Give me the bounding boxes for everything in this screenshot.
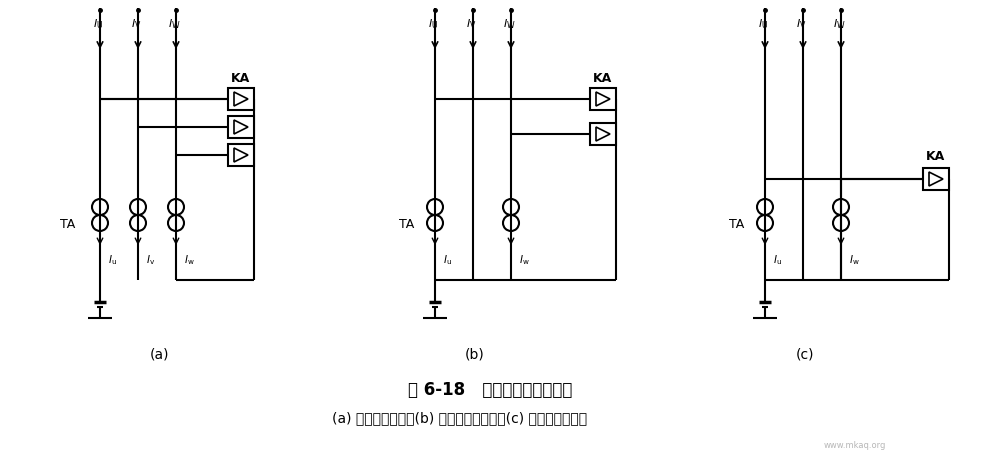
- Text: www.mkaq.org: www.mkaq.org: [823, 441, 886, 450]
- Text: $\it{I}$$_{\rm u}$: $\it{I}$$_{\rm u}$: [108, 253, 117, 267]
- Text: (a): (a): [150, 348, 169, 362]
- Text: $\it{I}$$_{\rm u}$: $\it{I}$$_{\rm u}$: [773, 253, 782, 267]
- Text: $\it{I}$$_{\rm w}$: $\it{I}$$_{\rm w}$: [848, 253, 859, 267]
- Text: $\it{I}$$_{\rm V}$: $\it{I}$$_{\rm V}$: [795, 17, 806, 31]
- Bar: [227, 88, 254, 110]
- Bar: [227, 116, 254, 138]
- Text: (c): (c): [795, 348, 814, 362]
- Text: KA: KA: [231, 71, 250, 84]
- Text: $\it{I}$$_{\rm U}$: $\it{I}$$_{\rm U}$: [428, 17, 438, 31]
- Text: TA: TA: [60, 218, 75, 231]
- Text: 图 6-18   电流保护的接线方式: 图 6-18 电流保护的接线方式: [408, 381, 571, 399]
- Bar: [922, 168, 948, 190]
- Text: $\it{I}$$_{\rm W}$: $\it{I}$$_{\rm W}$: [832, 17, 845, 31]
- Text: $\it{I}$$_{\rm V}$: $\it{I}$$_{\rm V}$: [465, 17, 476, 31]
- Bar: [227, 144, 254, 166]
- Text: $\it{I}$$_{\rm V}$: $\it{I}$$_{\rm V}$: [130, 17, 141, 31]
- Text: (b): (b): [465, 348, 484, 362]
- Text: $\it{I}$$_{\rm w}$: $\it{I}$$_{\rm w}$: [518, 253, 529, 267]
- Text: $\it{I}$$_{\rm W}$: $\it{I}$$_{\rm W}$: [502, 17, 515, 31]
- Text: TA: TA: [399, 218, 414, 231]
- Text: KA: KA: [926, 149, 945, 163]
- Text: $\it{I}$$_{\rm W}$: $\it{I}$$_{\rm W}$: [167, 17, 180, 31]
- Text: $\it{I}$$_{\rm U}$: $\it{I}$$_{\rm U}$: [758, 17, 768, 31]
- Text: $\it{I}$$_{\rm U}$: $\it{I}$$_{\rm U}$: [93, 17, 103, 31]
- Text: KA: KA: [593, 71, 612, 84]
- Bar: [589, 123, 615, 145]
- Text: TA: TA: [728, 218, 743, 231]
- Text: (a) 完全星形接线；(b) 不完全星形接线；(c) 两相电流差接线: (a) 完全星形接线；(b) 不完全星形接线；(c) 两相电流差接线: [332, 411, 587, 425]
- Bar: [589, 88, 615, 110]
- Text: $\it{I}$$_{\rm w}$: $\it{I}$$_{\rm w}$: [183, 253, 194, 267]
- Text: $\it{I}$$_{\rm u}$: $\it{I}$$_{\rm u}$: [443, 253, 452, 267]
- Text: $\it{I}$$_{\rm v}$: $\it{I}$$_{\rm v}$: [146, 253, 155, 267]
